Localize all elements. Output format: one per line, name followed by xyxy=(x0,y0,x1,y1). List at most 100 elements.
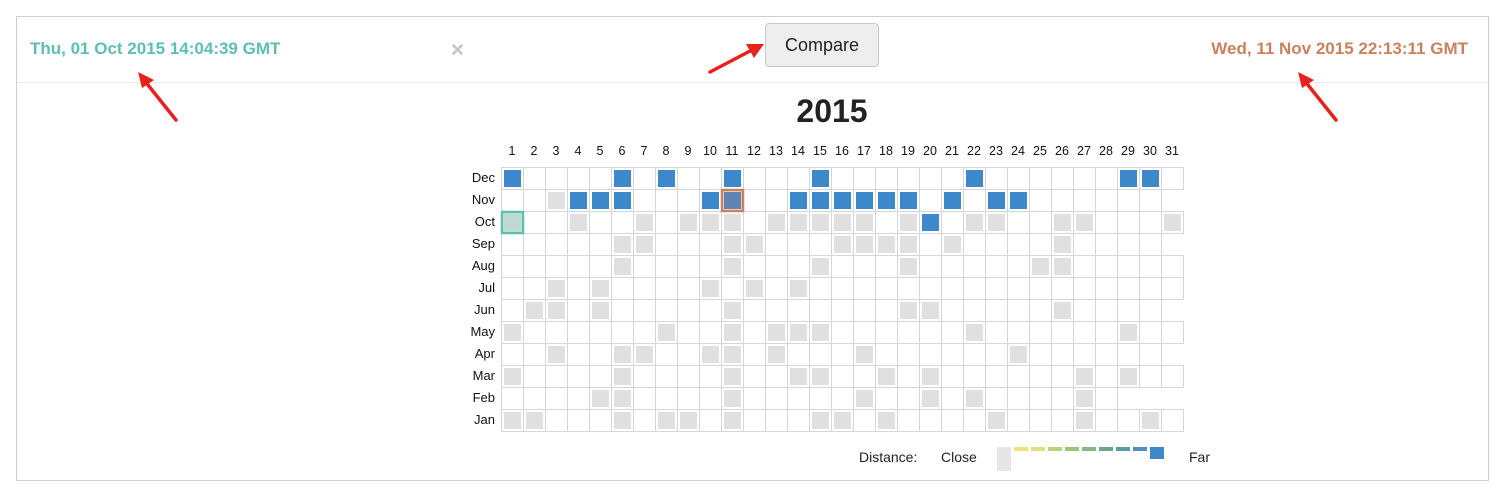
day-cell[interactable] xyxy=(545,211,568,234)
day-cell[interactable] xyxy=(1051,365,1074,388)
day-cell[interactable] xyxy=(589,167,612,190)
day-cell[interactable] xyxy=(897,387,920,410)
day-cell[interactable] xyxy=(919,321,942,344)
day-cell[interactable] xyxy=(831,321,854,344)
day-cell[interactable] xyxy=(1095,321,1118,344)
day-cell[interactable] xyxy=(523,167,546,190)
day-cell[interactable] xyxy=(633,189,656,212)
day-cell[interactable] xyxy=(875,299,898,322)
day-cell[interactable] xyxy=(1051,387,1074,410)
day-cell[interactable] xyxy=(765,255,788,278)
day-cell[interactable] xyxy=(919,233,942,256)
day-cell[interactable] xyxy=(985,233,1008,256)
day-cell[interactable] xyxy=(523,321,546,344)
day-cell[interactable] xyxy=(699,409,722,432)
day-cell[interactable] xyxy=(677,321,700,344)
selected-day-left[interactable] xyxy=(500,210,525,235)
day-cell[interactable] xyxy=(765,189,788,212)
day-cell[interactable] xyxy=(1139,211,1162,234)
day-cell[interactable] xyxy=(985,387,1008,410)
day-cell[interactable] xyxy=(501,255,524,278)
day-cell[interactable] xyxy=(875,255,898,278)
day-cell[interactable] xyxy=(1073,277,1096,300)
day-cell[interactable] xyxy=(589,409,612,432)
day-cell[interactable] xyxy=(1007,299,1030,322)
day-cell[interactable] xyxy=(1029,365,1052,388)
day-cell[interactable] xyxy=(611,321,634,344)
day-cell[interactable] xyxy=(545,255,568,278)
day-cell[interactable] xyxy=(1161,321,1184,344)
day-cell[interactable] xyxy=(655,365,678,388)
day-cell[interactable] xyxy=(1117,211,1140,234)
day-cell[interactable] xyxy=(787,299,810,322)
day-cell[interactable] xyxy=(787,255,810,278)
day-cell[interactable] xyxy=(1051,167,1074,190)
day-cell[interactable] xyxy=(941,321,964,344)
day-cell[interactable] xyxy=(677,277,700,300)
day-cell[interactable] xyxy=(963,343,986,366)
left-timestamp[interactable]: Thu, 01 Oct 2015 14:04:39 GMT xyxy=(30,39,281,58)
day-cell[interactable] xyxy=(1117,299,1140,322)
day-cell[interactable] xyxy=(655,233,678,256)
day-cell[interactable] xyxy=(875,387,898,410)
day-cell[interactable] xyxy=(1007,211,1030,234)
day-cell[interactable] xyxy=(919,255,942,278)
day-cell[interactable] xyxy=(567,343,590,366)
day-cell[interactable] xyxy=(611,277,634,300)
day-cell[interactable] xyxy=(963,409,986,432)
day-cell[interactable] xyxy=(699,299,722,322)
day-cell[interactable] xyxy=(1029,167,1052,190)
day-cell[interactable] xyxy=(765,409,788,432)
day-cell[interactable] xyxy=(655,255,678,278)
day-cell[interactable] xyxy=(1139,255,1162,278)
day-cell[interactable] xyxy=(1139,233,1162,256)
day-cell[interactable] xyxy=(1029,321,1052,344)
day-cell[interactable] xyxy=(1073,343,1096,366)
day-cell[interactable] xyxy=(963,299,986,322)
day-cell[interactable] xyxy=(523,211,546,234)
day-cell[interactable] xyxy=(809,233,832,256)
day-cell[interactable] xyxy=(743,343,766,366)
day-cell[interactable] xyxy=(1007,321,1030,344)
day-cell[interactable] xyxy=(743,167,766,190)
day-cell[interactable] xyxy=(523,255,546,278)
day-cell[interactable] xyxy=(875,277,898,300)
day-cell[interactable] xyxy=(1073,233,1096,256)
day-cell[interactable] xyxy=(567,365,590,388)
day-cell[interactable] xyxy=(1007,387,1030,410)
day-cell[interactable] xyxy=(1117,343,1140,366)
day-cell[interactable] xyxy=(1073,299,1096,322)
day-cell[interactable] xyxy=(765,233,788,256)
day-cell[interactable] xyxy=(545,387,568,410)
day-cell[interactable] xyxy=(677,167,700,190)
day-cell[interactable] xyxy=(633,299,656,322)
day-cell[interactable] xyxy=(831,387,854,410)
day-cell[interactable] xyxy=(1161,409,1184,432)
day-cell[interactable] xyxy=(897,167,920,190)
day-cell[interactable] xyxy=(1139,189,1162,212)
day-cell[interactable] xyxy=(523,365,546,388)
day-cell[interactable] xyxy=(985,167,1008,190)
day-cell[interactable] xyxy=(589,255,612,278)
day-cell[interactable] xyxy=(1161,365,1184,388)
compare-button[interactable]: Compare xyxy=(765,23,879,67)
day-cell[interactable] xyxy=(853,365,876,388)
day-cell[interactable] xyxy=(655,189,678,212)
day-cell[interactable] xyxy=(1117,255,1140,278)
day-cell[interactable] xyxy=(1161,277,1184,300)
day-cell[interactable] xyxy=(897,343,920,366)
day-cell[interactable] xyxy=(1095,189,1118,212)
day-cell[interactable] xyxy=(633,387,656,410)
day-cell[interactable] xyxy=(1029,277,1052,300)
day-cell[interactable] xyxy=(589,365,612,388)
day-cell[interactable] xyxy=(523,189,546,212)
day-cell[interactable] xyxy=(765,387,788,410)
day-cell[interactable] xyxy=(633,409,656,432)
day-cell[interactable] xyxy=(1029,387,1052,410)
day-cell[interactable] xyxy=(1029,189,1052,212)
day-cell[interactable] xyxy=(831,255,854,278)
day-cell[interactable] xyxy=(1161,255,1184,278)
day-cell[interactable] xyxy=(633,167,656,190)
right-timestamp[interactable]: Wed, 11 Nov 2015 22:13:11 GMT xyxy=(1211,39,1468,58)
day-cell[interactable] xyxy=(567,387,590,410)
